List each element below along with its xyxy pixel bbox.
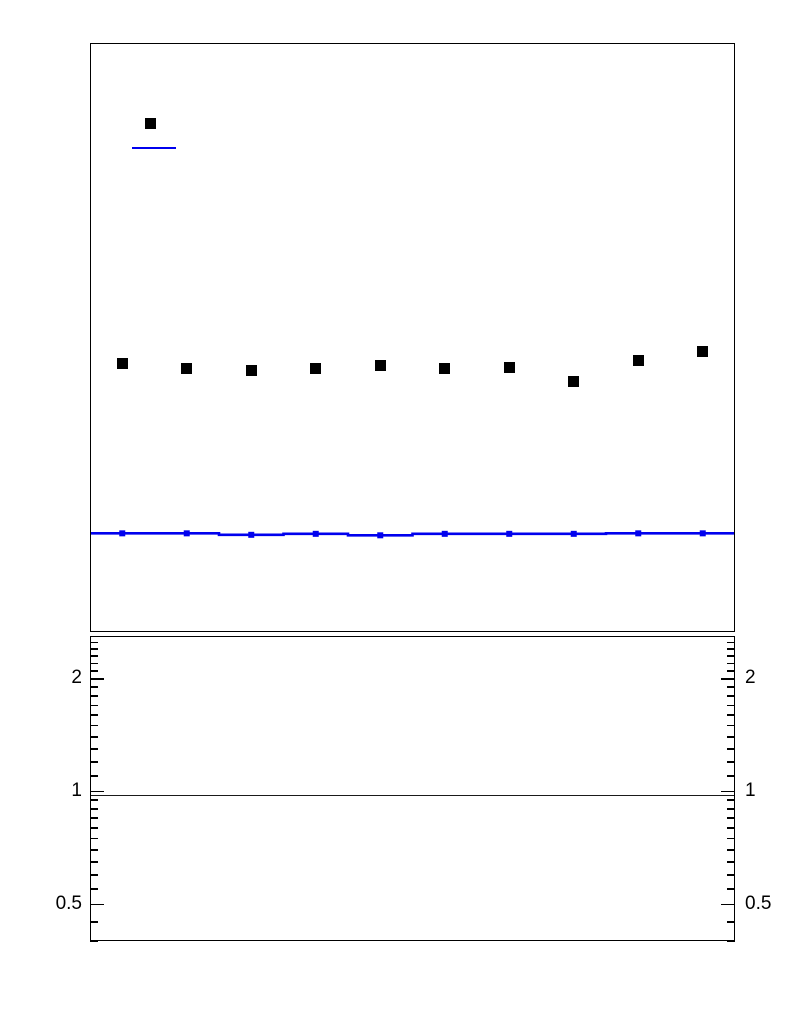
y-tick-ratio-left-minor: [90, 817, 98, 819]
y-tick-ratio-left-minor: [90, 704, 98, 707]
y-tick-ratio-right-minor: [727, 888, 735, 890]
ratio-reference-line: [91, 795, 734, 797]
y-tick-ratio-right-minor: [727, 921, 735, 923]
y-tick-ratio-left-minor: [90, 714, 98, 716]
ratio-y-tick-label-right: 1: [745, 779, 756, 801]
y-tick-ratio-right-minor: [727, 648, 735, 650]
y-tick-ratio-right-minor: [727, 748, 735, 750]
cms-data-marker: [181, 363, 193, 375]
y-tick-ratio-right-minor: [727, 686, 735, 688]
y-tick-ratio-left: [90, 940, 98, 942]
y-tick-ratio-left-minor: [90, 648, 98, 650]
y-tick-ratio-right-minor: [727, 704, 735, 707]
y-tick-ratio-left: [90, 827, 98, 829]
y-tick-ratio-right-minor: [727, 662, 735, 665]
ratio-y-tick-label-right: 2: [745, 666, 756, 688]
cms-data-marker: [374, 360, 386, 372]
cms-data-marker: [632, 354, 644, 366]
cms-data-marker: [310, 362, 322, 374]
y-tick-ratio-right-minor: [727, 861, 735, 863]
y-tick-ratio-right-minor: [727, 714, 735, 716]
y-tick-ratio-left-minor: [90, 670, 98, 672]
ratio-plot-frame: [90, 636, 735, 941]
ratio-y-tick-label-left: 0.5: [55, 892, 82, 914]
y-tick-ratio-left-minor: [90, 641, 98, 644]
y-tick-ratio-left-minor: [90, 695, 98, 697]
legend-line-icon: [132, 147, 176, 150]
y-tick-ratio-right-minor: [727, 761, 735, 763]
y-tick-ratio-left-minor: [90, 686, 98, 688]
ratio-y-tick-label-right: 0.5: [745, 892, 772, 914]
cms-data-marker: [568, 375, 580, 387]
ratio-y-tick-label-left: 1: [71, 779, 82, 801]
cms-data-marker: [439, 362, 451, 374]
y-tick-ratio-right-minor: [727, 724, 735, 727]
y-tick-ratio-left-minor: [90, 748, 98, 750]
y-tick-ratio-right: [727, 827, 735, 829]
y-tick-ratio-right-minor: [727, 775, 735, 777]
y-tick-ratio-right-minor: [727, 736, 735, 738]
y-tick-ratio-right: [727, 849, 735, 851]
y-tick-ratio-right: [727, 940, 735, 942]
y-tick-ratio-right-minor: [727, 817, 735, 819]
y-tick-ratio-left-minor: [90, 662, 98, 665]
cms-data-marker: [245, 364, 257, 376]
y-tick-ratio-right: [727, 874, 735, 876]
y-tick-ratio-left-minor: [90, 799, 98, 801]
y-tick-ratio-left: [90, 849, 98, 851]
y-tick-ratio-left-minor: [90, 761, 98, 763]
cms-data-marker: [116, 358, 128, 369]
ratio-y-tick-label-left: 2: [71, 666, 82, 688]
y-tick-ratio-left-minor: [90, 736, 98, 738]
y-tick-ratio-right-minor: [727, 641, 735, 644]
y-tick-ratio-right: [721, 678, 735, 680]
y-tick-ratio-left: [90, 903, 104, 906]
legend-marker-square-icon: [145, 118, 156, 129]
y-tick-ratio-right: [721, 790, 735, 793]
y-tick-ratio-left: [90, 790, 104, 793]
y-tick-ratio-right: [721, 903, 735, 906]
cms-data-marker: [503, 362, 515, 374]
y-tick-ratio-left-minor: [90, 861, 98, 863]
y-tick-ratio-left: [90, 678, 104, 680]
main-plot-frame: [90, 43, 735, 632]
y-tick-ratio-right-minor: [727, 655, 735, 657]
y-tick-ratio-left-minor: [90, 837, 98, 840]
cms-data-marker: [697, 345, 709, 357]
y-tick-ratio-right: [727, 808, 735, 810]
y-tick-ratio-left-minor: [90, 655, 98, 657]
y-tick-ratio-right-minor: [727, 695, 735, 697]
y-tick-ratio-left-minor: [90, 888, 98, 890]
y-tick-ratio-left: [90, 874, 98, 876]
y-tick-ratio-right-minor: [727, 799, 735, 801]
y-tick-ratio-left-minor: [90, 921, 98, 923]
y-tick-ratio-left: [90, 808, 98, 810]
y-tick-ratio-left-minor: [90, 724, 98, 727]
y-tick-ratio-right-minor: [727, 837, 735, 840]
y-tick-ratio-left-minor: [90, 775, 98, 777]
y-tick-ratio-right-minor: [727, 670, 735, 672]
